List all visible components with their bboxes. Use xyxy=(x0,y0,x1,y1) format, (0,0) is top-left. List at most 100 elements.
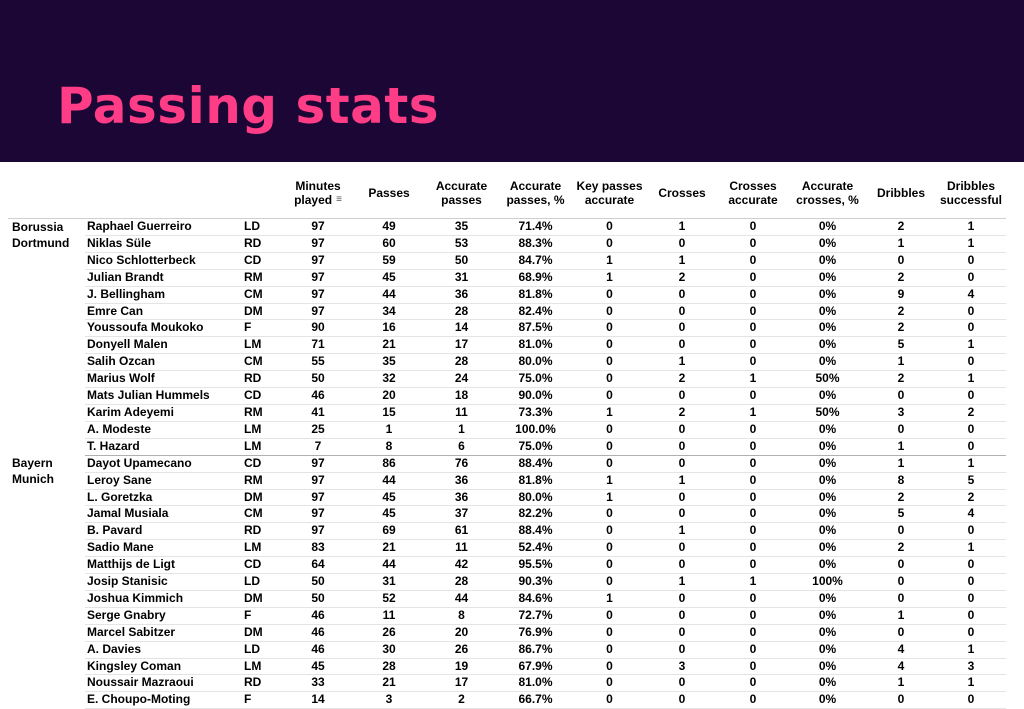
table-row: Kingsley Coman LM 45 28 19 67.9% 0 3 0 0% 4 3 xyxy=(8,658,1006,676)
stat-cell: 0 xyxy=(717,303,789,321)
position-cell: LD xyxy=(240,641,282,659)
stat-cell: 52.4% xyxy=(499,539,572,558)
team-name-cell: Bayern Munich xyxy=(12,456,54,487)
stat-cell: 0% xyxy=(789,455,866,473)
stat-cell: 1 xyxy=(572,404,647,422)
dribbles-header[interactable]: Dribbles xyxy=(866,168,936,219)
table-row: Noussair Mazraoui RD 33 21 17 81.0% 0 0 0 0% 1 1 xyxy=(8,674,1006,693)
stat-cell: 82.2% xyxy=(499,505,572,524)
stat-cell: 0 xyxy=(647,624,717,642)
stat-cell: 0 xyxy=(717,489,789,507)
position-header xyxy=(240,168,282,219)
accurate-crosses-pct-header[interactable]: Accurate crosses, % xyxy=(789,168,866,219)
stat-cell: 0% xyxy=(789,691,866,709)
stat-cell: 0% xyxy=(789,252,866,270)
sort-icon[interactable]: ≡ xyxy=(336,194,342,206)
stat-cell: 83 xyxy=(282,539,354,558)
stat-cell: 0 xyxy=(572,303,647,321)
stat-cell: 0 xyxy=(647,607,717,625)
stat-cell: 0 xyxy=(717,674,789,693)
stat-cell: 1 xyxy=(936,539,1006,558)
stat-cell: 1 xyxy=(647,218,717,236)
stat-cell: 90 xyxy=(282,319,354,338)
stat-cell: 0 xyxy=(866,691,936,709)
position-cell: LM xyxy=(240,421,282,439)
stat-cell: 45 xyxy=(354,505,424,524)
stat-cell: 0 xyxy=(647,303,717,321)
stat-cell: 21 xyxy=(354,674,424,693)
stat-cell: 1 xyxy=(866,235,936,253)
stat-cell: 0 xyxy=(572,607,647,625)
position-cell: LM xyxy=(240,539,282,558)
stat-cell: 16 xyxy=(354,319,424,338)
stat-cell: 0 xyxy=(866,387,936,405)
stat-cell: 32 xyxy=(354,370,424,389)
stat-cell: 0 xyxy=(572,691,647,709)
team-header xyxy=(8,168,85,219)
stat-cell: 0% xyxy=(789,539,866,558)
stat-cell: 6 xyxy=(424,438,499,456)
stat-cell: 18 xyxy=(424,387,499,405)
stat-cell: 45 xyxy=(354,489,424,507)
stat-cell: 0% xyxy=(789,641,866,659)
stat-cell: 76 xyxy=(424,455,499,473)
stat-cell: 1 xyxy=(572,590,647,608)
position-cell: RM xyxy=(240,404,282,422)
stat-cell: 0 xyxy=(936,691,1006,709)
stat-cell: 31 xyxy=(424,269,499,287)
table-row: Salih Ozcan CM 55 35 28 80.0% 0 1 0 0% 1 0 xyxy=(8,353,1006,372)
table-row: T. Hazard LM 7 8 6 75.0% 0 0 0 0% 1 0 xyxy=(8,438,1006,456)
stat-cell: 2 xyxy=(866,269,936,287)
stat-cell: 4 xyxy=(866,641,936,659)
stat-cell: 81.8% xyxy=(499,286,572,304)
table-row: Matthijs de Ligt CD 64 44 42 95.5% 0 0 0 0% 0 0 xyxy=(8,556,1006,575)
stat-cell: 0 xyxy=(647,319,717,338)
stat-cell: 0 xyxy=(717,421,789,439)
stat-cell: 3 xyxy=(354,691,424,709)
position-cell: F xyxy=(240,607,282,625)
stat-cell: 61 xyxy=(424,522,499,541)
stat-cell: 20 xyxy=(354,387,424,405)
stat-cell: 0% xyxy=(789,336,866,355)
position-cell: CD xyxy=(240,455,282,473)
stat-cell: 31 xyxy=(354,573,424,591)
accurate-passes-pct-header[interactable]: Accurate passes, % xyxy=(499,168,572,219)
stat-cell: 0 xyxy=(936,573,1006,591)
stat-cell: 0 xyxy=(717,522,789,541)
stat-cell: 4 xyxy=(936,505,1006,524)
passes-header[interactable]: Passes xyxy=(354,168,424,219)
stat-cell: 81.0% xyxy=(499,674,572,693)
stat-cell: 21 xyxy=(354,336,424,355)
position-cell: DM xyxy=(240,624,282,642)
stat-cell: 0 xyxy=(717,641,789,659)
player-name-cell: Raphael Guerreiro xyxy=(85,218,240,236)
key-passes-header[interactable]: Key passes accurate xyxy=(572,168,647,219)
stat-cell: 0% xyxy=(789,421,866,439)
stat-cell: 75.0% xyxy=(499,370,572,389)
stat-cell: 1 xyxy=(647,252,717,270)
stat-cell: 0 xyxy=(572,336,647,355)
table-row: Borussia Dortmund Raphael Guerreiro LD 97 49… xyxy=(8,218,1006,250)
stat-cell: 50 xyxy=(282,370,354,389)
stat-cell: 86.7% xyxy=(499,641,572,659)
stat-cell: 0% xyxy=(789,387,866,405)
table-row: Joshua Kimmich DM 50 52 44 84.6% 1 0 0 0% 0 0 xyxy=(8,590,1006,608)
stat-cell: 0 xyxy=(572,505,647,524)
stat-cell: 0 xyxy=(572,539,647,558)
stat-cell: 46 xyxy=(282,607,354,625)
accurate-passes-header[interactable]: Accurate passes xyxy=(424,168,499,219)
crosses-header[interactable]: Crosses xyxy=(647,168,717,219)
stat-cell: 1 xyxy=(866,353,936,372)
dribbles-successful-header[interactable]: Dribbles successful xyxy=(936,168,1006,219)
crosses-accurate-header[interactable]: Crosses accurate xyxy=(717,168,789,219)
stat-cell: 11 xyxy=(354,607,424,625)
stat-cell: 14 xyxy=(424,319,499,338)
stat-cell: 0% xyxy=(789,269,866,287)
stat-cell: 0 xyxy=(866,573,936,591)
stat-cell: 88.4% xyxy=(499,522,572,541)
position-cell: F xyxy=(240,319,282,338)
stat-cell: 1 xyxy=(647,353,717,372)
stat-cell: 45 xyxy=(354,269,424,287)
minutes-header[interactable]: Minutes played ≡ xyxy=(282,168,354,219)
stat-cell: 64 xyxy=(282,556,354,575)
